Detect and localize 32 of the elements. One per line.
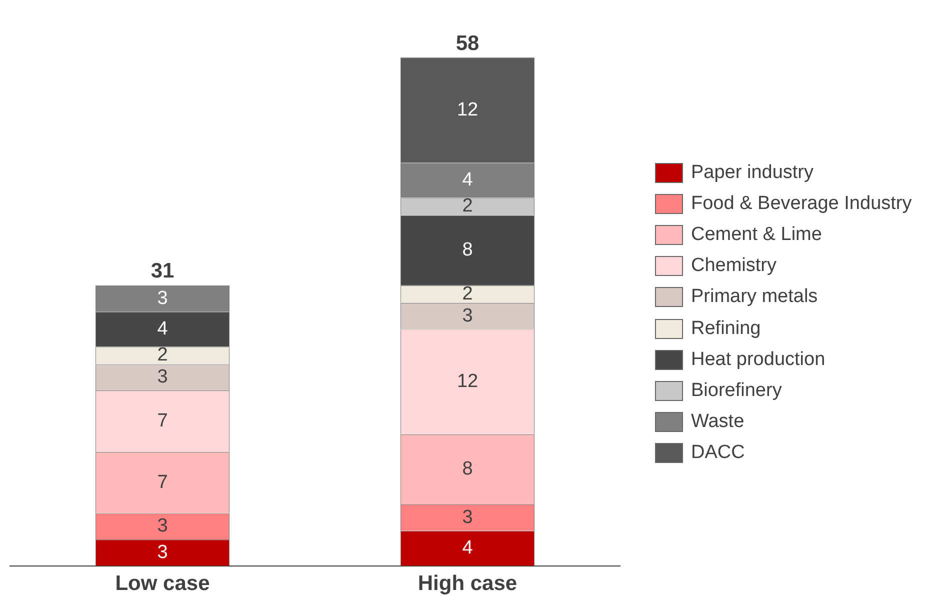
data-label: 7 bbox=[157, 410, 168, 432]
data-label: 3 bbox=[157, 542, 168, 563]
data-label: 3 bbox=[462, 305, 473, 326]
legend-label: Chemistry bbox=[691, 255, 777, 278]
data-label: 3 bbox=[157, 516, 168, 537]
data-label: 12 bbox=[456, 371, 478, 392]
legend-label: DACC bbox=[691, 442, 745, 464]
x-tick-label: Low case bbox=[115, 572, 210, 596]
legend-label: Refining bbox=[691, 318, 761, 340]
legend-label: Cement & Lime bbox=[691, 224, 822, 246]
data-label: 4 bbox=[462, 169, 474, 190]
data-label: 3 bbox=[462, 506, 473, 528]
legend-label: Primary metals bbox=[691, 286, 818, 308]
data-label: 8 bbox=[462, 458, 473, 480]
data-label: 8 bbox=[462, 240, 473, 261]
legend-label: Biorefinery bbox=[691, 380, 782, 402]
data-label: 2 bbox=[462, 196, 473, 217]
legend-label: Waste bbox=[691, 411, 744, 434]
data-label: 2 bbox=[157, 344, 168, 366]
total-label: 31 bbox=[150, 260, 174, 283]
data-label: 3 bbox=[157, 288, 168, 309]
legend-label: Paper industry bbox=[691, 162, 814, 184]
total-label: 58 bbox=[456, 32, 480, 55]
data-label: 2 bbox=[462, 283, 473, 304]
legend-label: Heat production bbox=[691, 348, 826, 371]
legend-label: Food & Beverage Industry bbox=[691, 192, 912, 215]
data-label: 4 bbox=[462, 538, 474, 559]
data-label: 7 bbox=[157, 472, 168, 493]
data-label: 12 bbox=[456, 99, 478, 120]
data-label: 3 bbox=[157, 366, 168, 388]
data-label: 4 bbox=[157, 318, 168, 340]
x-tick-label: High case bbox=[418, 572, 518, 596]
